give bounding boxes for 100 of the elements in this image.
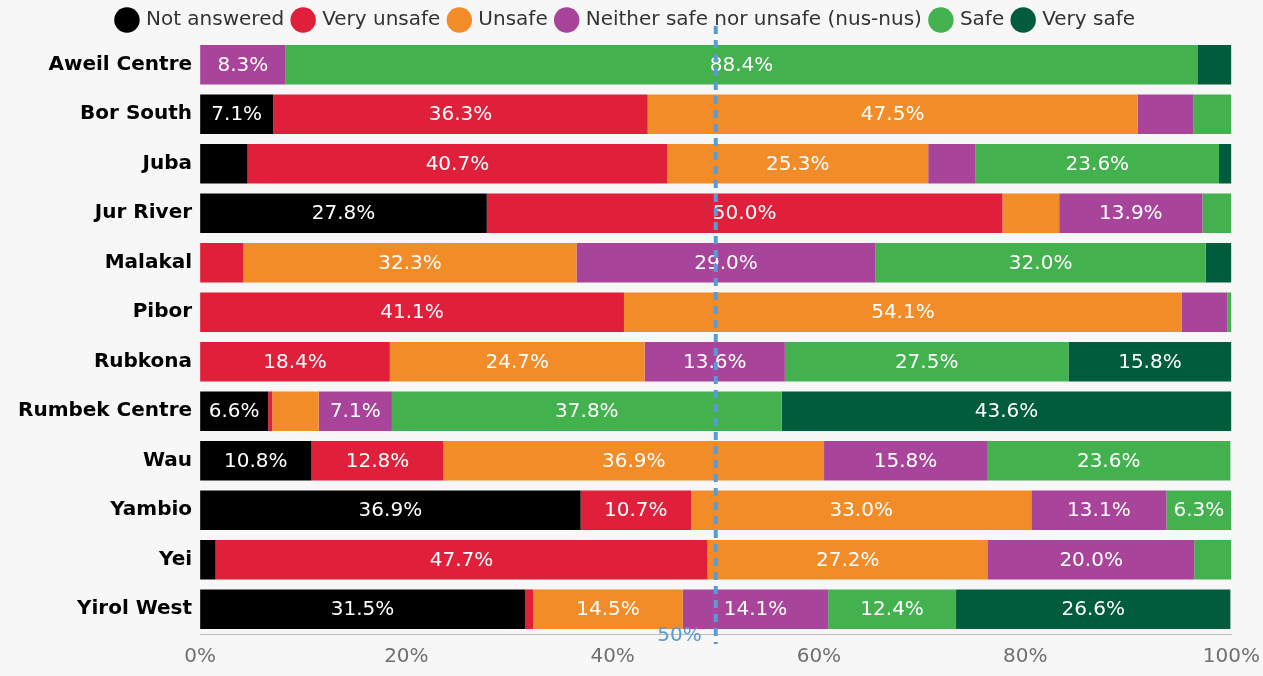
bar: [1059, 193, 1203, 234]
bar: [243, 242, 577, 283]
bar: [986, 440, 1231, 481]
x-tick-label: 0%: [184, 643, 216, 668]
data-label: 26.6%: [1061, 596, 1125, 621]
bar: [1219, 143, 1232, 184]
bar: [928, 143, 976, 184]
data-label: 13.6%: [682, 348, 747, 373]
data-label: 10.8%: [224, 447, 288, 472]
bar: [272, 391, 319, 432]
y-tick-label: Yirol West: [75, 595, 193, 620]
x-tick-label: 80%: [1002, 643, 1048, 668]
bar: [644, 341, 785, 382]
data-label: 18.4%: [263, 348, 327, 373]
data-label: 32.0%: [1008, 249, 1073, 274]
data-label: 25.3%: [765, 150, 830, 175]
legend-label: Very unsafe: [322, 6, 441, 31]
data-label: 8.3%: [217, 51, 269, 76]
bar: [1202, 193, 1232, 234]
bar: [391, 391, 782, 432]
y-tick-label: Pibor: [132, 298, 193, 323]
y-tick-label: Yei: [158, 545, 193, 570]
data-label: 37.8%: [555, 398, 619, 423]
y-tick-label: Aweil Centre: [48, 50, 193, 75]
bar: [1194, 539, 1232, 580]
bar: [824, 440, 987, 481]
bar: [1193, 94, 1232, 135]
data-label: 88.4%: [709, 51, 774, 76]
bar: [1227, 292, 1232, 333]
bar: [200, 440, 312, 481]
bar: [200, 193, 487, 234]
data-label: 15.8%: [1118, 348, 1182, 373]
data-label: 47.7%: [429, 546, 494, 571]
bar: [580, 490, 691, 531]
y-tick-label: Bor South: [80, 100, 193, 125]
bar: [1031, 490, 1167, 531]
bar: [1068, 341, 1232, 382]
y-tick-label: Rumbek Centre: [18, 397, 193, 422]
bar: [875, 242, 1206, 283]
x-tick-label: 40%: [590, 643, 635, 668]
y-tick-label: Malakal: [104, 248, 193, 273]
bar: [443, 440, 825, 481]
bar: [389, 341, 645, 382]
bar: [667, 143, 929, 184]
data-label: 47.5%: [860, 101, 925, 126]
data-label: 13.1%: [1067, 497, 1131, 522]
data-label: 27.8%: [311, 200, 376, 225]
data-label: 50.0%: [712, 200, 777, 225]
y-tick-label: Rubkona: [93, 347, 193, 372]
bar: [647, 94, 1138, 135]
data-label: 7.1%: [211, 101, 263, 126]
data-label: 6.3%: [1173, 497, 1225, 522]
data-label: 36.9%: [601, 447, 666, 472]
data-label: 20.0%: [1059, 546, 1123, 571]
y-tick-label: Wau: [143, 446, 193, 471]
bar: [691, 490, 1032, 531]
data-label: 43.6%: [974, 398, 1039, 423]
bar: [200, 490, 581, 531]
bar: [200, 589, 525, 630]
legend-label: Very safe: [1042, 6, 1136, 31]
x-tick-label: 100%: [1202, 643, 1260, 668]
bar: [215, 539, 708, 580]
bar: [273, 94, 648, 135]
y-tick-label: Yambio: [109, 496, 193, 521]
data-label: 31.5%: [330, 596, 395, 621]
bar: [200, 94, 274, 135]
bar: [1137, 94, 1194, 135]
bar: [784, 341, 1069, 382]
data-label: 27.5%: [894, 348, 959, 373]
data-label: 23.6%: [1076, 447, 1141, 472]
bar: [1002, 193, 1060, 234]
bar: [956, 589, 1231, 630]
y-tick-label: Jur River: [92, 199, 193, 224]
bar: [781, 391, 1232, 432]
legend-label: Unsafe: [478, 6, 548, 31]
data-label: 12.4%: [860, 596, 924, 621]
bar: [268, 391, 273, 432]
data-label: 36.3%: [428, 101, 493, 126]
legend-label: Safe: [959, 6, 1005, 31]
bar: [828, 589, 957, 630]
data-label: 6.6%: [208, 398, 260, 423]
bar: [200, 242, 244, 283]
data-label: 10.7%: [604, 497, 668, 522]
data-label: 15.8%: [873, 447, 938, 472]
data-label: 41.1%: [380, 299, 444, 324]
data-label: 13.9%: [1099, 200, 1163, 225]
data-label: 7.1%: [329, 398, 381, 423]
x-tick-label: 60%: [796, 643, 842, 668]
data-label: 14.1%: [723, 596, 788, 621]
bar: [200, 539, 216, 580]
y-tick-label: Juba: [140, 149, 193, 174]
bar: [200, 341, 390, 382]
bar: [576, 242, 876, 283]
bar: [524, 589, 534, 630]
data-label: 23.6%: [1065, 150, 1130, 175]
ref-line-label: 50%: [657, 622, 702, 647]
bar: [988, 539, 1195, 580]
bar: [707, 539, 989, 580]
data-label: 12.8%: [345, 447, 410, 472]
bar: [200, 292, 624, 333]
